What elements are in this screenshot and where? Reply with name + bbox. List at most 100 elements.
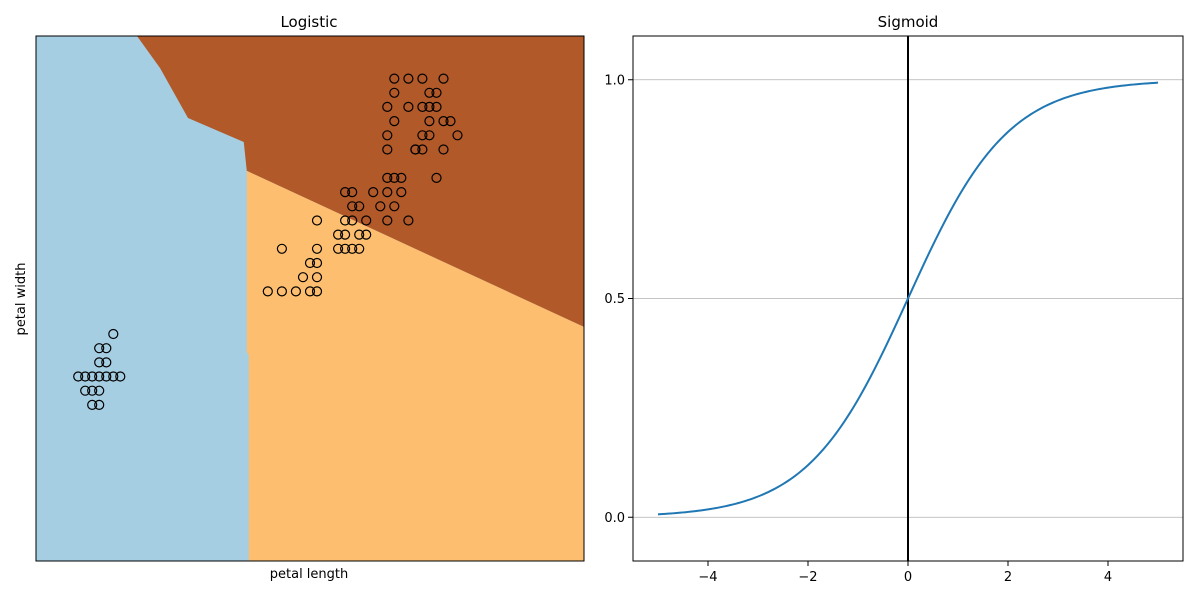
scatter-point: [382, 130, 393, 141]
scatter-point: [389, 87, 400, 98]
scatter-point: [87, 399, 98, 410]
scatter-point: [347, 243, 358, 254]
scatter-point: [347, 201, 358, 212]
scatter-point: [276, 243, 287, 254]
scatter-point: [73, 371, 84, 382]
scatter-point: [108, 371, 119, 382]
scatter-point: [382, 172, 393, 183]
scatter-point: [431, 87, 442, 98]
sigmoid-yticks: 0.0 0.5 1.0: [604, 73, 633, 526]
scatter-point: [452, 130, 463, 141]
scatter-point: [354, 229, 365, 240]
scatter-point: [424, 101, 435, 113]
scatter-point: [382, 101, 393, 113]
scatter-point: [417, 130, 428, 141]
scatter-point: [101, 343, 112, 354]
scatter-point: [94, 357, 105, 368]
scatter-point: [389, 73, 400, 84]
scatter-point: [80, 371, 91, 382]
scatter-point: [403, 101, 414, 113]
sigmoid-xtick-label: −4: [698, 570, 717, 585]
scatter-point: [431, 101, 442, 113]
region-class-2: [137, 36, 584, 327]
scatter-point: [94, 399, 105, 410]
scatter-point: [403, 73, 414, 84]
sigmoid-xtick-label: 4: [1104, 570, 1112, 585]
scatter-point: [262, 286, 273, 297]
scatter-point: [424, 130, 435, 141]
scatter-point: [389, 115, 400, 127]
scatter-point: [354, 201, 365, 212]
scatter-point: [94, 385, 105, 396]
scatter-points: [73, 73, 463, 410]
scatter-point: [361, 215, 372, 226]
scatter-point: [94, 343, 105, 354]
scatter-point: [87, 385, 98, 396]
scatter-point: [340, 243, 351, 254]
scatter-point: [340, 215, 351, 226]
scatter-point: [276, 286, 287, 297]
logistic-title: Logistic: [280, 13, 337, 31]
scatter-point: [347, 187, 358, 198]
scatter-point: [396, 187, 407, 198]
scatter-point: [382, 144, 393, 155]
scatter-point: [304, 257, 316, 269]
scatter-point: [410, 144, 421, 155]
scatter-point: [115, 371, 126, 382]
scatter-point: [424, 115, 435, 127]
scatter-point: [403, 215, 414, 226]
scatter-point: [108, 328, 119, 340]
scatter-point: [347, 215, 358, 226]
scatter-point: [445, 115, 456, 127]
scatter-point: [333, 229, 344, 240]
scatter-point: [311, 257, 323, 269]
scatter-point: [354, 243, 365, 254]
scatter-point: [340, 187, 351, 198]
scatter-point: [311, 272, 323, 283]
scatter-point: [311, 286, 323, 297]
scatter-point: [431, 172, 442, 183]
sigmoid-ytick-label: 0.0: [604, 511, 625, 526]
sigmoid-ytick-label: 0.5: [604, 292, 625, 307]
sigmoid-title: Sigmoid: [878, 13, 939, 31]
scatter-point: [396, 172, 407, 183]
scatter-point: [101, 357, 112, 368]
scatter-point: [389, 201, 400, 212]
scatter-point: [382, 215, 393, 226]
scatter-point: [417, 101, 428, 113]
scatter-point: [80, 385, 91, 396]
scatter-point: [101, 371, 112, 382]
sigmoid-ytick-label: 1.0: [604, 73, 625, 88]
scatter-point: [94, 371, 105, 382]
sigmoid-xticks: −4 −2 0 2 4: [698, 561, 1112, 585]
sigmoid-xtick-label: 0: [904, 570, 912, 585]
scatter-point: [417, 73, 428, 84]
logistic-xlabel: petal length: [270, 567, 349, 582]
scatter-point: [333, 243, 344, 254]
scatter-point: [375, 201, 386, 212]
scatter-point: [311, 243, 323, 254]
scatter-point: [297, 272, 309, 283]
scatter-point: [389, 172, 400, 183]
sigmoid-curve: [657, 81, 1159, 516]
sigmoid-xtick-label: −2: [798, 570, 817, 585]
sigmoid-plot: Sigmoid −4 −2 0 2 4 0.0 0.5 1.0: [604, 13, 1184, 585]
logistic-ylabel: petal width: [14, 263, 29, 336]
scatter-point: [304, 286, 316, 297]
scatter-point: [438, 73, 449, 84]
sigmoid-xtick-label: 2: [1004, 570, 1012, 585]
scatter-point: [290, 286, 301, 297]
scatter-point: [87, 371, 98, 382]
region-class-1: [246, 170, 584, 561]
scatter-point: [417, 144, 428, 155]
scatter-point: [361, 229, 372, 240]
decision-regions: [36, 36, 584, 561]
scatter-point: [424, 87, 435, 98]
logistic-plot: Logistic petal length petal width: [14, 13, 585, 582]
logistic-axes-frame: [35, 35, 585, 562]
scatter-point: [382, 187, 393, 198]
scatter-point: [311, 215, 323, 226]
scatter-point: [340, 229, 351, 240]
scatter-point: [368, 187, 379, 198]
